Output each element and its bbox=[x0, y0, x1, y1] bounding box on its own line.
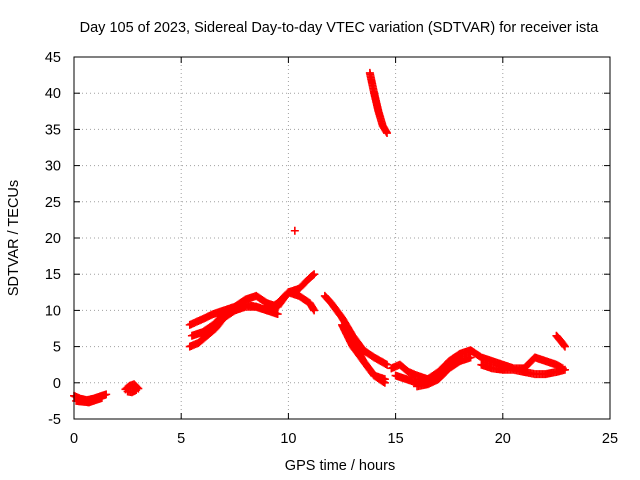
data-point-marker bbox=[132, 386, 141, 395]
data-series-segment bbox=[477, 360, 569, 379]
x-tick-label: 10 bbox=[280, 431, 296, 447]
x-tick-label: 25 bbox=[602, 431, 618, 447]
x-tick-label: 5 bbox=[177, 431, 185, 447]
data-point-marker bbox=[383, 129, 392, 138]
data-point-marker bbox=[466, 353, 475, 362]
data-point-marker bbox=[560, 341, 569, 350]
data-series-segment bbox=[187, 300, 282, 340]
data-point-marker bbox=[383, 360, 392, 369]
data-layer bbox=[70, 68, 569, 407]
data-point-marker bbox=[380, 375, 389, 384]
x-tick-label: 0 bbox=[70, 431, 78, 447]
data-point-marker bbox=[310, 306, 319, 315]
y-tick-label: 10 bbox=[45, 303, 61, 319]
data-point-marker bbox=[273, 310, 282, 319]
x-tick-label: 20 bbox=[495, 431, 511, 447]
data-point-marker bbox=[560, 342, 569, 351]
data-series-segment bbox=[290, 226, 299, 235]
y-tick-label: 40 bbox=[45, 86, 61, 102]
data-point-marker bbox=[309, 271, 318, 280]
y-tick-label: 30 bbox=[45, 159, 61, 175]
data-point-marker bbox=[434, 371, 443, 380]
y-tick-label: 25 bbox=[45, 195, 61, 211]
data-point-marker bbox=[310, 270, 319, 279]
data-series-segment bbox=[552, 331, 569, 351]
grid-layer bbox=[74, 57, 610, 419]
data-point-marker bbox=[290, 226, 299, 235]
y-tick-label: 5 bbox=[53, 340, 61, 356]
y-tick-label: -5 bbox=[48, 412, 61, 428]
data-point-marker bbox=[102, 390, 111, 399]
data-point-marker bbox=[97, 394, 106, 403]
data-series-segment bbox=[185, 270, 319, 329]
x-tick-label: 15 bbox=[388, 431, 404, 447]
y-tick-label: 20 bbox=[45, 231, 61, 247]
y-tick-label: 45 bbox=[45, 50, 61, 66]
y-tick-label: 0 bbox=[53, 376, 61, 392]
y-tick-label: 35 bbox=[45, 122, 61, 138]
tick-layer: 0 5 10 15 20 25 -5 0 5 10 15 20 25 30 35 40 45 bbox=[45, 50, 618, 447]
data-point-marker bbox=[560, 365, 569, 374]
y-axis-label: SDTVAR / TECUs bbox=[6, 180, 22, 296]
chart-title: Day 105 of 2023, Sidereal Day-to-day VTE… bbox=[80, 20, 600, 36]
y-tick-label: 15 bbox=[45, 267, 61, 283]
data-series-segment bbox=[391, 371, 443, 387]
x-axis-label: GPS time / hours bbox=[285, 458, 395, 474]
data-series-segment bbox=[348, 335, 389, 384]
data-series-segment bbox=[123, 386, 141, 397]
data-series-segment bbox=[320, 291, 392, 369]
data-series-segment bbox=[72, 394, 106, 407]
data-series-segment bbox=[365, 68, 392, 138]
